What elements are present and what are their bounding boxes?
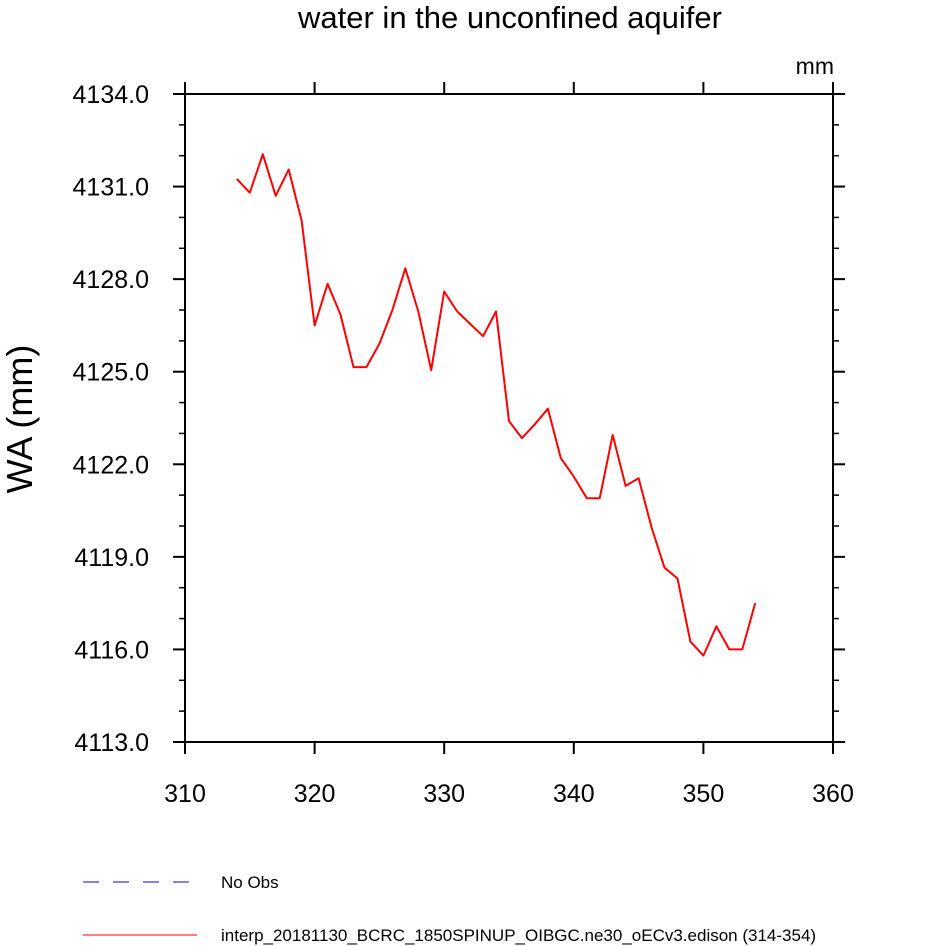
x-tick-label-320: 320: [294, 780, 336, 808]
y-tick-label-4131.0: 4131.0: [73, 174, 149, 202]
y-tick-label-4119.0: 4119.0: [74, 544, 149, 572]
chart-title: water in the unconfined aquifer: [297, 0, 722, 35]
y-axis-label: WA (mm): [0, 345, 40, 494]
y-tick-label-4128.0: 4128.0: [73, 266, 149, 294]
x-tick-label-340: 340: [553, 780, 595, 808]
series-layer: [236, 153, 757, 657]
y-tick-labels: 4113.0 4116.0 4119.0 4122.0 4125.0 4128.0 4131…: [73, 81, 149, 757]
legend-label-no-obs: No Obs: [221, 873, 279, 892]
x-tick-label-310: 310: [164, 780, 206, 808]
x-tick-label-350: 350: [683, 780, 725, 808]
series-line-0: [236, 153, 757, 657]
legend-label-model-run: interp_20181130_BCRC_1850SPINUP_OIBGC.ne…: [221, 926, 816, 945]
plot-frame: [184, 93, 834, 743]
y-tick-label-4116.0: 4116.0: [74, 636, 149, 664]
legend: No Obs interp_20181130_BCRC_1850SPINUP_O…: [83, 873, 816, 945]
y-tick-label-4134.0: 4134.0: [73, 81, 149, 109]
units-label: mm: [796, 53, 834, 79]
y-tick-label-4113.0: 4113.0: [74, 729, 149, 757]
x-tick-labels: 310 320 330 340 350 360: [164, 780, 854, 808]
x-tick-label-330: 330: [423, 780, 465, 808]
y-tick-label-4125.0: 4125.0: [73, 359, 149, 387]
y-tick-label-4122.0: 4122.0: [73, 451, 149, 479]
x-tick-label-360: 360: [812, 780, 854, 808]
